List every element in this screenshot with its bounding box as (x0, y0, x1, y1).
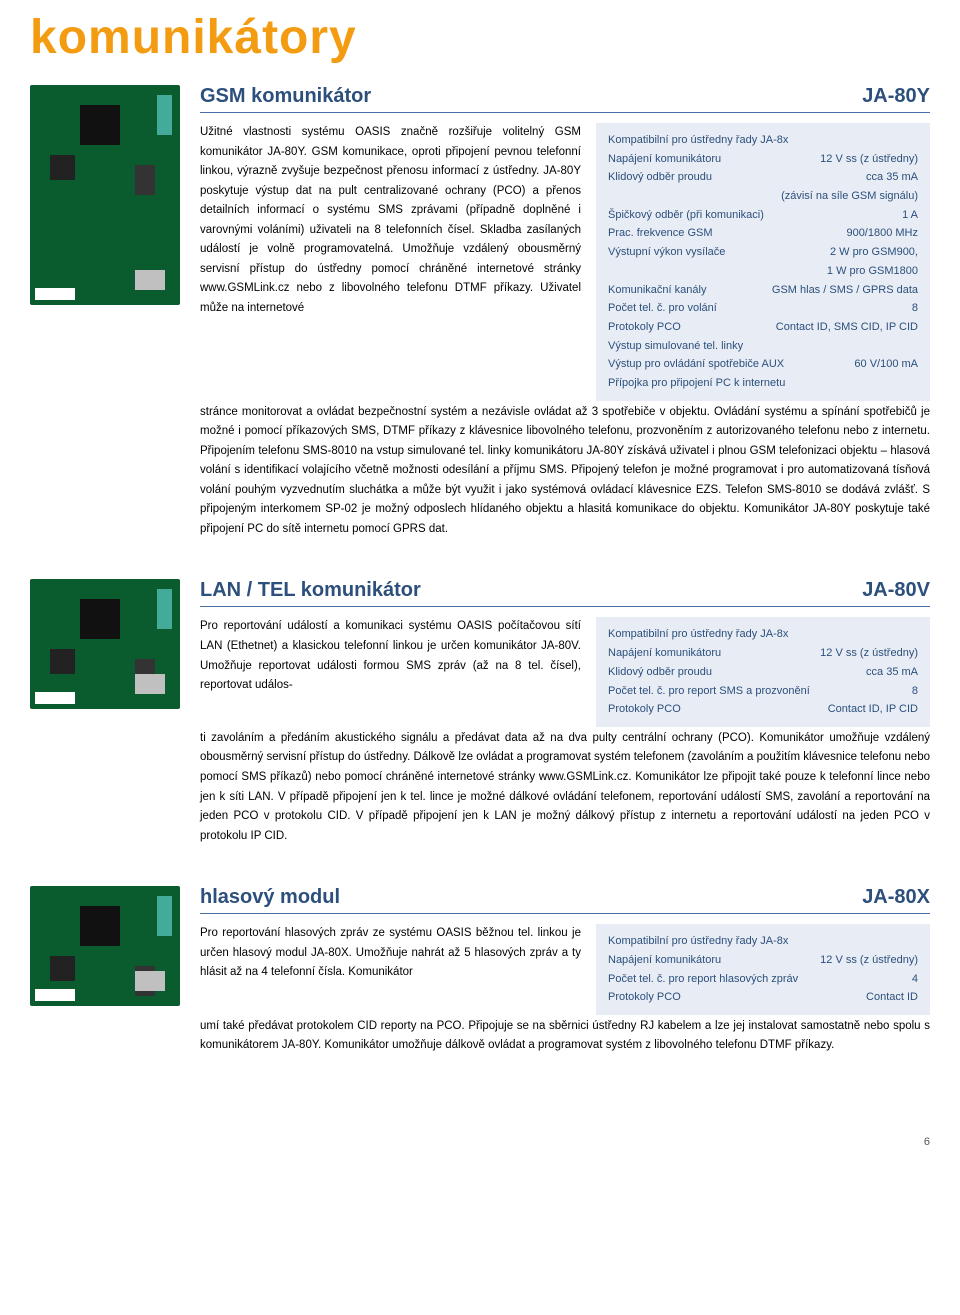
spec-row: Kompatibilní pro ústředny řady JA-8x (608, 131, 918, 150)
product-body: hlasový modul JA-80X Pro reportování hlaso… (200, 886, 930, 1056)
section-header: LAN / TEL komunikátor JA-80V (200, 579, 930, 607)
spec-key: Napájení komunikátoru (608, 951, 721, 970)
spec-key: Výstup pro ovládání spotřebiče AUX (608, 355, 784, 374)
spec-key: Kompatibilní pro ústředny řady JA-8x (608, 131, 788, 150)
spec-value: 12 V ss (z ústředny) (820, 644, 918, 663)
product-section: hlasový modul JA-80X Pro reportování hlaso… (30, 886, 930, 1056)
spec-row: Klidový odběr proudu cca 35 mA (608, 168, 918, 187)
description-continuation: umí také předávat protokolem CID reporty… (200, 1017, 930, 1056)
pcb-image (30, 886, 180, 1006)
spec-row: Prac. frekvence GSM 900/1800 MHz (608, 224, 918, 243)
description-intro: Užitné vlastnosti systému OASIS značně r… (200, 123, 581, 318)
spec-row: 1 W pro GSM1800 (608, 262, 918, 281)
spec-value: Contact ID, SMS CID, IP CID (776, 318, 918, 337)
product-code: JA-80X (862, 886, 930, 909)
page-title: komunikátory (30, 10, 930, 65)
spec-key: Napájení komunikátoru (608, 150, 721, 169)
product-section: GSM komunikátor JA-80Y Užitné vlastnosti s… (30, 85, 930, 539)
pcb-image (30, 579, 180, 709)
spec-row: Napájení komunikátoru 12 V ss (z ústředny… (608, 644, 918, 663)
spec-key: Klidový odběr proudu (608, 168, 712, 187)
product-image-column (30, 85, 180, 539)
spec-value: 12 V ss (z ústředny) (820, 150, 918, 169)
spec-value: 4 (912, 970, 918, 989)
spec-row: Přípojka pro připojení PC k internetu (608, 374, 918, 393)
spec-row: Klidový odběr proudu cca 35 mA (608, 663, 918, 682)
product-code: JA-80V (862, 579, 930, 602)
section-content: Pro reportování událostí a komunikaci sy… (200, 617, 930, 726)
section-header: GSM komunikátor JA-80Y (200, 85, 930, 113)
spec-row: Kompatibilní pro ústředny řady JA-8x (608, 932, 918, 951)
pcb-image (30, 85, 180, 305)
section-title: hlasový modul (200, 886, 340, 909)
spec-value: 60 V/100 mA (854, 355, 918, 374)
spec-key: Počet tel. č. pro report SMS a prozvoněn… (608, 682, 810, 701)
description-continuation: stránce monitorovat a ovládat bezpečnost… (200, 403, 930, 540)
spec-value: 900/1800 MHz (846, 224, 918, 243)
section-title: LAN / TEL komunikátor (200, 579, 421, 602)
spec-key: Špičkový odběr (při komunikaci) (608, 206, 764, 225)
description-intro: Pro reportování hlasových zpráv ze systé… (200, 924, 581, 983)
product-image-column (30, 886, 180, 1056)
spec-value: GSM hlas / SMS / GPRS data (772, 281, 918, 300)
spec-row: Protokoly PCO Contact ID, IP CID (608, 700, 918, 719)
spec-key: Protokoly PCO (608, 700, 681, 719)
spec-value: 2 W pro GSM900, (830, 243, 918, 262)
spec-row: Napájení komunikátoru 12 V ss (z ústředny… (608, 150, 918, 169)
spec-value: cca 35 mA (866, 168, 918, 187)
spec-row: Protokoly PCO Contact ID (608, 988, 918, 1007)
spec-row: Počet tel. č. pro volání 8 (608, 299, 918, 318)
spec-row: Komunikační kanály GSM hlas / SMS / GPRS … (608, 281, 918, 300)
spec-value: (závisí na síle GSM signálu) (781, 187, 918, 206)
product-body: LAN / TEL komunikátor JA-80V Pro reportová… (200, 579, 930, 846)
spec-row: Počet tel. č. pro report SMS a prozvoněn… (608, 682, 918, 701)
spec-key: Kompatibilní pro ústředny řady JA-8x (608, 932, 788, 951)
description-continuation: ti zavoláním a předáním akustického sign… (200, 729, 930, 846)
spec-box: Kompatibilní pro ústředny řady JA-8xNapá… (596, 924, 930, 1015)
spec-row: Špičkový odběr (při komunikaci) 1 A (608, 206, 918, 225)
section-content: Užitné vlastnosti systému OASIS značně r… (200, 123, 930, 401)
spec-value: cca 35 mA (866, 663, 918, 682)
spec-value: Contact ID (866, 988, 918, 1007)
spec-row: Protokoly PCO Contact ID, SMS CID, IP CID (608, 318, 918, 337)
page-number: 6 (0, 1126, 960, 1158)
spec-key: Přípojka pro připojení PC k internetu (608, 374, 785, 393)
spec-key: Napájení komunikátoru (608, 644, 721, 663)
spec-key: Protokoly PCO (608, 318, 681, 337)
product-section: LAN / TEL komunikátor JA-80V Pro reportová… (30, 579, 930, 846)
spec-row: (závisí na síle GSM signálu) (608, 187, 918, 206)
spec-value: Contact ID, IP CID (828, 700, 918, 719)
spec-key: Protokoly PCO (608, 988, 681, 1007)
spec-value: 12 V ss (z ústředny) (820, 951, 918, 970)
section-content: Pro reportování hlasových zpráv ze systé… (200, 924, 930, 1015)
spec-key: Výstupní výkon vysílače (608, 243, 725, 262)
spec-row: Výstup simulované tel. linky (608, 337, 918, 356)
section-header: hlasový modul JA-80X (200, 886, 930, 914)
spec-row: Napájení komunikátoru 12 V ss (z ústředny… (608, 951, 918, 970)
spec-key: Kompatibilní pro ústředny řady JA-8x (608, 625, 788, 644)
spec-row: Výstup pro ovládání spotřebiče AUX 60 V/1… (608, 355, 918, 374)
description-intro: Pro reportování událostí a komunikaci sy… (200, 617, 581, 695)
product-image-column (30, 579, 180, 846)
spec-key: Prac. frekvence GSM (608, 224, 713, 243)
spec-value: 1 A (902, 206, 918, 225)
spec-box: Kompatibilní pro ústředny řady JA-8xNapá… (596, 123, 930, 401)
spec-key: Klidový odběr proudu (608, 663, 712, 682)
section-title: GSM komunikátor (200, 85, 371, 108)
spec-key: Komunikační kanály (608, 281, 706, 300)
product-code: JA-80Y (862, 85, 930, 108)
spec-key: Výstup simulované tel. linky (608, 337, 743, 356)
spec-box: Kompatibilní pro ústředny řady JA-8xNapá… (596, 617, 930, 726)
spec-row: Počet tel. č. pro report hlasových zpráv… (608, 970, 918, 989)
spec-key: Počet tel. č. pro report hlasových zpráv (608, 970, 798, 989)
spec-value: 8 (912, 299, 918, 318)
product-body: GSM komunikátor JA-80Y Užitné vlastnosti s… (200, 85, 930, 539)
spec-key: Počet tel. č. pro volání (608, 299, 717, 318)
spec-value: 8 (912, 682, 918, 701)
spec-value: 1 W pro GSM1800 (827, 262, 918, 281)
spec-row: Kompatibilní pro ústředny řady JA-8x (608, 625, 918, 644)
spec-row: Výstupní výkon vysílače 2 W pro GSM900, (608, 243, 918, 262)
